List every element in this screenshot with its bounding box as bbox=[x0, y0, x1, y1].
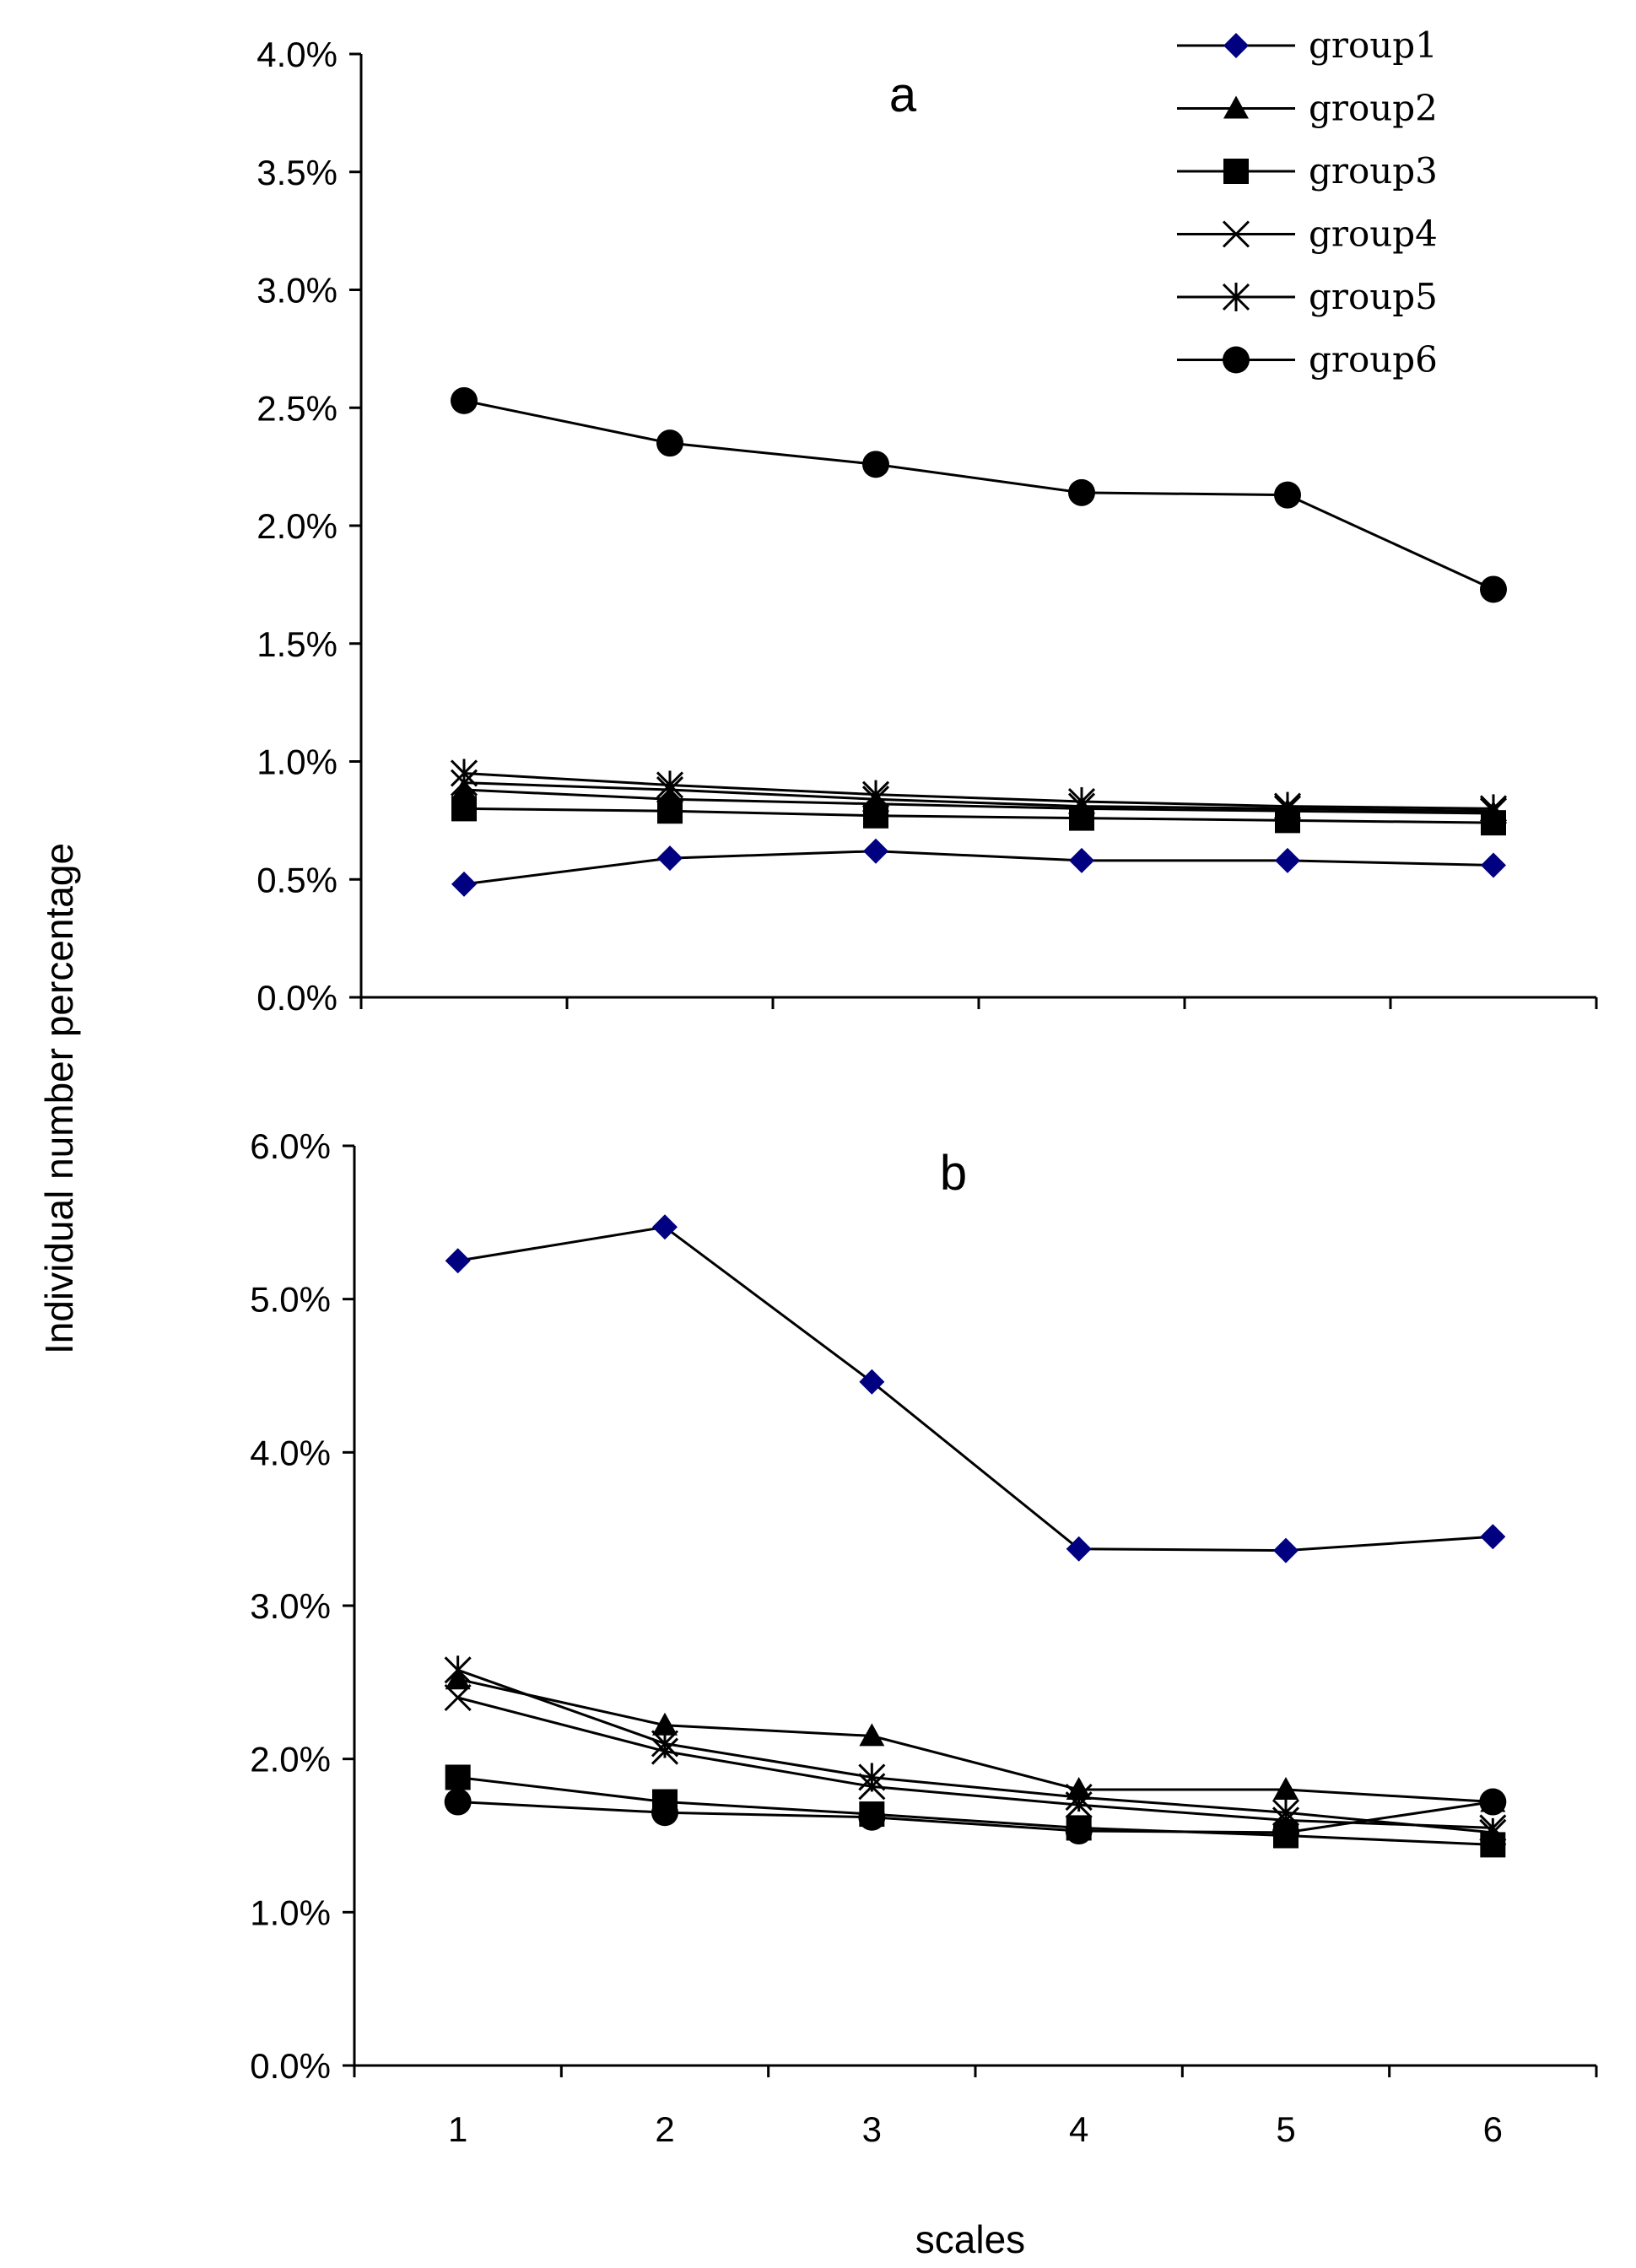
data-point-group6 bbox=[858, 1803, 886, 1831]
y-tick-label: 4.0% bbox=[250, 1433, 331, 1472]
series-line-group6 bbox=[463, 399, 1494, 591]
y-tick-label: 1.5% bbox=[256, 624, 337, 664]
x-tick-label: 4 bbox=[1069, 2109, 1088, 2149]
data-point-group1 bbox=[652, 1214, 678, 1240]
data-point-group6 bbox=[451, 386, 478, 414]
data-point-group2 bbox=[859, 1723, 885, 1747]
data-point-group6 bbox=[862, 451, 889, 478]
series-line-group2 bbox=[463, 788, 1494, 815]
legend-label-group4: group4 bbox=[1309, 213, 1438, 255]
data-point-group1 bbox=[1480, 1524, 1506, 1550]
data-point-group1 bbox=[1275, 847, 1300, 873]
data-point-group6 bbox=[1272, 1818, 1299, 1846]
y-tick-label: 2.0% bbox=[256, 506, 337, 546]
data-point-group5 bbox=[1065, 1783, 1093, 1812]
legend-marker-group1 bbox=[1223, 33, 1249, 58]
data-point-group2 bbox=[451, 777, 477, 801]
legend-marker-group3 bbox=[1223, 159, 1249, 184]
data-point-group5 bbox=[444, 1655, 472, 1685]
x-tick-label: 5 bbox=[1276, 2109, 1295, 2149]
data-point-group5 bbox=[1273, 791, 1302, 821]
data-point-group5 bbox=[858, 1763, 886, 1792]
data-point-group3 bbox=[657, 798, 683, 824]
y-tick-label: 4.0% bbox=[256, 35, 337, 74]
data-point-group6 bbox=[656, 429, 683, 457]
y-tick-label: 2.5% bbox=[256, 388, 337, 428]
series-line-group4 bbox=[457, 1696, 1493, 1829]
y-tick-label: 3.0% bbox=[256, 271, 337, 310]
chart-panel-a: 0.0% 0.5% 1.0% 1.5% 2.0% 2.5% 3.0% 3.5% 4.0% bbox=[256, 35, 1598, 1018]
data-point-group1 bbox=[863, 838, 888, 864]
y-tick-label: 3.0% bbox=[250, 1586, 331, 1626]
data-point-group5 bbox=[1479, 1817, 1507, 1847]
y-tick-label: 2.0% bbox=[250, 1740, 331, 1779]
x-tick-label: 2 bbox=[655, 2109, 674, 2149]
data-point-group1 bbox=[1066, 1536, 1092, 1562]
data-point-group1 bbox=[1273, 1537, 1299, 1563]
y-tick-label: 0.0% bbox=[250, 2046, 331, 2086]
y-tick-label: 0.5% bbox=[256, 860, 337, 899]
y-axis-title: Individual number percentage bbox=[37, 843, 81, 1354]
data-point-group6 bbox=[1065, 1817, 1093, 1845]
data-point-group1 bbox=[445, 1248, 471, 1274]
series-line-group1 bbox=[463, 850, 1494, 886]
y-tick-label: 5.0% bbox=[250, 1280, 331, 1320]
legend-label-group2: group2 bbox=[1309, 88, 1438, 129]
panel-label-a: a bbox=[889, 68, 917, 122]
legend-marker-group6 bbox=[1223, 346, 1250, 374]
data-point-group5 bbox=[450, 759, 478, 788]
x-tick-label: 3 bbox=[862, 2109, 882, 2149]
legend-marker-group5 bbox=[1222, 283, 1250, 311]
legend-label-group3: group3 bbox=[1309, 150, 1438, 192]
data-point-group2 bbox=[652, 1712, 678, 1736]
data-point-group1 bbox=[451, 871, 477, 897]
legend-label-group1: group1 bbox=[1309, 24, 1438, 66]
panel-label-b: b bbox=[940, 1146, 967, 1201]
data-point-group6 bbox=[1479, 1788, 1507, 1816]
x-axis-title: scales bbox=[915, 2217, 1025, 2261]
data-point-group1 bbox=[1481, 852, 1506, 878]
y-tick-label: 0.0% bbox=[256, 978, 337, 1018]
y-tick-label: 1.0% bbox=[250, 1893, 331, 1932]
series-line-group5 bbox=[463, 771, 1494, 810]
data-point-group1 bbox=[1069, 847, 1094, 873]
legend-marker-group2 bbox=[1223, 95, 1249, 119]
series-line-group3 bbox=[457, 1775, 1493, 1846]
legend-label-group6: group6 bbox=[1309, 339, 1438, 381]
legend-marker-group4 bbox=[1222, 220, 1250, 248]
series-line-group3 bbox=[463, 807, 1494, 824]
x-tick-label: 6 bbox=[1483, 2109, 1503, 2149]
legend: group1 group2 group3 group4 group5 group6 bbox=[1177, 24, 1438, 381]
series-line-group5 bbox=[457, 1668, 1493, 1834]
data-point-group5 bbox=[861, 780, 890, 809]
data-point-group5 bbox=[651, 1729, 679, 1758]
legend-label-group5: group5 bbox=[1309, 276, 1438, 317]
data-point-group6 bbox=[651, 1799, 678, 1827]
data-point-group3 bbox=[445, 1764, 471, 1790]
data-point-group6 bbox=[444, 1788, 472, 1816]
data-point-group4 bbox=[444, 1683, 472, 1712]
series-line-group1 bbox=[457, 1225, 1493, 1552]
chart-panel-b: 0.0% 1.0% 2.0% 3.0% 4.0% 5.0% 6.0% 1 2 3 4 5 6 bbox=[250, 1126, 1598, 2149]
data-point-group3 bbox=[451, 796, 477, 822]
y-tick-label: 1.0% bbox=[256, 742, 337, 782]
data-point-group6 bbox=[1274, 481, 1301, 509]
series-line-group2 bbox=[457, 1677, 1493, 1804]
data-point-group6 bbox=[1068, 478, 1095, 506]
data-point-group5 bbox=[1067, 787, 1096, 817]
data-point-group1 bbox=[859, 1369, 885, 1395]
data-point-group5 bbox=[656, 770, 684, 800]
data-point-group5 bbox=[1479, 794, 1508, 824]
series-line-group4 bbox=[463, 781, 1494, 813]
x-tick-label: 1 bbox=[448, 2109, 467, 2149]
y-tick-label: 6.0% bbox=[250, 1126, 331, 1166]
data-point-group6 bbox=[1480, 575, 1507, 603]
series-line-group6 bbox=[457, 1801, 1493, 1834]
y-tick-label: 3.5% bbox=[256, 153, 337, 192]
data-point-group1 bbox=[657, 845, 683, 872]
data-point-group2 bbox=[1273, 1777, 1299, 1800]
